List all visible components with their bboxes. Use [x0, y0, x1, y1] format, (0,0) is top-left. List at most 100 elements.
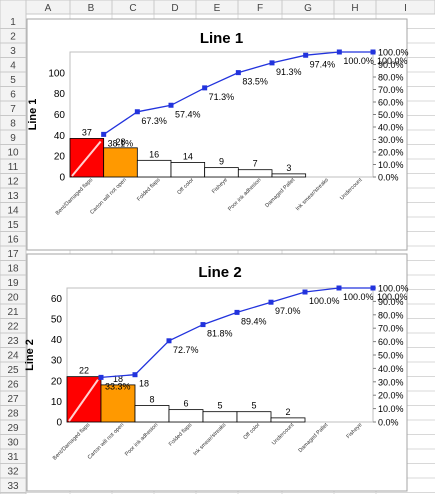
y-tick-label: 80 [54, 89, 66, 100]
row-header-23: 23 [7, 336, 19, 347]
bar [202, 411, 238, 423]
cumulative-point [166, 338, 172, 344]
y2-tick-label: 60.0% [378, 98, 404, 108]
bar-data-label: 2 [285, 407, 290, 417]
chart-area [26, 253, 408, 492]
cumulative-point [303, 52, 309, 58]
cumulative-point [168, 102, 174, 108]
y2-tick-label: 70.0% [378, 85, 404, 95]
row-header-4: 4 [10, 61, 16, 72]
y2-tick-label: 0.0% [378, 173, 399, 183]
bar [103, 147, 138, 178]
column-header-h: H [351, 3, 358, 14]
row-header-19: 19 [7, 278, 19, 289]
y-tick-label: 100 [48, 68, 65, 79]
row-header-18: 18 [7, 264, 19, 275]
cumulative-label: 91.3% [276, 67, 302, 77]
row-header-9: 9 [10, 133, 16, 144]
y2-tick-label: 80.0% [378, 73, 404, 83]
bar-data-label: 5 [251, 401, 256, 411]
bar [136, 159, 172, 178]
y2-tick-label: 100.0% [378, 284, 409, 294]
pareto-chart-line-1[interactable]: Line 1 Line 1 0 20 40 60 80 100 0.0% 10.0% 20.0% 30… [26, 18, 409, 251]
row-header-21: 21 [7, 307, 19, 318]
column-header-g: G [304, 3, 312, 14]
column-header-i: I [404, 3, 407, 14]
pareto-chart-line-2[interactable]: Line 2 Line 2 0 10 20 30 40 50 60 0.0% 10.0% 20.0% 3… [24, 253, 409, 492]
bar [134, 405, 170, 423]
y-tick-label: 0 [56, 418, 62, 429]
cumulative-point [269, 60, 275, 66]
y-tick-label: 40 [51, 335, 63, 346]
row-header-20: 20 [7, 293, 19, 304]
y-tick-label: 10 [51, 397, 63, 408]
y-tick-label: 40 [54, 131, 66, 142]
cumulative-point [200, 322, 206, 328]
column-header-c: C [129, 3, 136, 14]
y2-tick-label: 20.0% [378, 148, 404, 158]
y2-tick-label: 50.0% [378, 110, 404, 120]
row-header-33: 33 [7, 481, 19, 492]
y2-tick-label: 10.0% [378, 404, 404, 414]
y2-tick-label: 100.0% [378, 48, 409, 58]
cumulative-point [268, 299, 274, 305]
bar [168, 409, 204, 423]
y2-tick-label: 40.0% [378, 364, 404, 374]
cumulative-label: 100.0% [343, 56, 374, 66]
y2-tick-label: 80.0% [378, 310, 404, 320]
y2-tick-label: 90.0% [378, 297, 404, 307]
y-tick-label: 20 [54, 152, 66, 163]
bar-data-label: 18 [113, 374, 123, 384]
column-header-d: D [171, 3, 178, 14]
cumulative-label: 100.0% [377, 56, 408, 66]
y2-tick-label: 10.0% [378, 160, 404, 170]
row-header-10: 10 [7, 148, 19, 159]
y2-tick-label: 20.0% [378, 391, 404, 401]
bar-data-label: 6 [183, 399, 188, 409]
bar [204, 167, 239, 178]
y-tick-label: 20 [51, 376, 63, 387]
bar-data-label: 16 [149, 149, 159, 159]
cumulative-point [235, 70, 241, 76]
bar [170, 162, 206, 178]
row-header-11: 11 [8, 162, 19, 173]
row-header-15: 15 [7, 220, 19, 231]
row-header-27: 27 [7, 394, 19, 405]
column-header-f: F [257, 3, 263, 14]
row-header-bar [0, 0, 27, 494]
row-header-5: 5 [10, 75, 16, 86]
y2-tick-label: 0.0% [378, 418, 399, 428]
y-tick-label: 50 [51, 314, 63, 325]
row-header-28: 28 [7, 409, 19, 420]
chart-title: Line 2 [198, 264, 241, 281]
column-header-a: A [45, 3, 52, 14]
y-tick-label: 0 [59, 173, 65, 184]
cumulative-label: 38.1% [108, 138, 134, 148]
bar-data-label: 28 [115, 137, 125, 147]
bar [270, 417, 306, 423]
y-tick-label: 60 [51, 294, 63, 305]
bar-data-label: 7 [253, 159, 258, 169]
bar [236, 411, 272, 423]
cumulative-point [336, 285, 342, 291]
y2-tick-label: 50.0% [378, 351, 404, 361]
y-tick-label: 60 [54, 110, 66, 121]
column-header-e: E [214, 3, 221, 14]
bar-data-label: 9 [219, 157, 224, 167]
bar-data-label: 8 [149, 395, 154, 405]
chart-area [26, 18, 408, 251]
cumulative-point [132, 372, 138, 378]
row-header-6: 6 [10, 90, 16, 101]
cumulative-label: 97.0% [275, 306, 301, 316]
y2-tick-label: 60.0% [378, 337, 404, 347]
y2-tick-label: 40.0% [378, 123, 404, 133]
bar-data-label: 22 [79, 366, 89, 376]
cumulative-label: 100.0% [343, 292, 374, 302]
cumulative-point [98, 374, 104, 380]
cumulative-label: 72.7% [173, 345, 199, 355]
column-header-bar [0, 0, 435, 15]
cumulative-point [370, 49, 376, 55]
bar-highlight [68, 379, 99, 422]
cumulative-label: 33.3% [105, 381, 131, 391]
bar [237, 169, 273, 178]
